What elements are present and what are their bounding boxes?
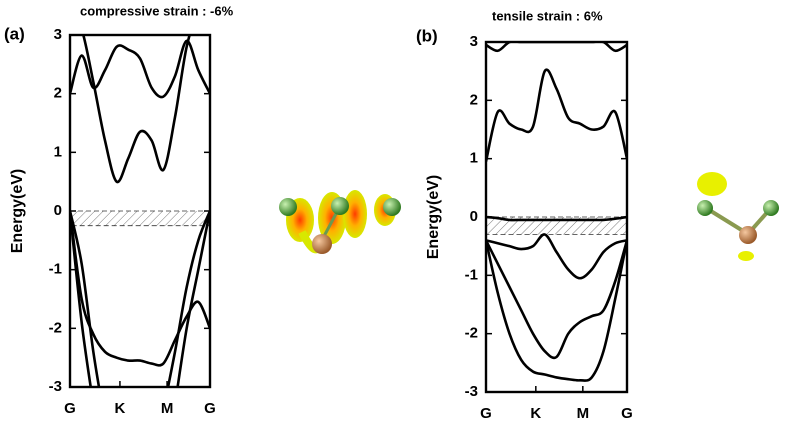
y-tick-label: 0 bbox=[54, 202, 62, 219]
band-line bbox=[166, 210, 210, 387]
y-tick-label: -1 bbox=[465, 266, 478, 283]
x-tick-label: K bbox=[530, 405, 541, 422]
x-tick-label: G bbox=[621, 405, 633, 422]
plot-area bbox=[486, 42, 627, 382]
band-line bbox=[70, 210, 93, 387]
band-line bbox=[486, 240, 627, 382]
y-tick-label: 2 bbox=[470, 91, 478, 108]
y-tick-label: -1 bbox=[49, 261, 62, 278]
y-tick-label: 3 bbox=[54, 26, 62, 43]
band-line bbox=[486, 68, 627, 162]
y-axis-label: Energy(eV) bbox=[9, 169, 26, 253]
x-tick-label: M bbox=[161, 400, 174, 417]
chart-title: compressive strain : -6% bbox=[80, 3, 234, 18]
y-tick-label: -3 bbox=[49, 378, 62, 395]
y-tick-label: -2 bbox=[465, 325, 478, 342]
band-line bbox=[176, 210, 210, 387]
chart-title: tensile strain : 6% bbox=[492, 8, 603, 23]
x-tick-label: K bbox=[115, 400, 126, 417]
y-axis-label: Energy(eV) bbox=[425, 175, 442, 259]
y-tick-label: 1 bbox=[54, 143, 62, 160]
band-line bbox=[486, 239, 627, 360]
x-tick-label: G bbox=[480, 405, 492, 422]
band-line bbox=[486, 233, 627, 280]
molecule-b bbox=[697, 172, 779, 261]
y-tick-label: -2 bbox=[49, 319, 62, 336]
molecule-a bbox=[279, 190, 401, 254]
x-tick-label: G bbox=[204, 400, 216, 417]
y-tick-label: 1 bbox=[470, 150, 478, 167]
y-tick-label: -3 bbox=[465, 383, 478, 400]
band-line bbox=[70, 210, 101, 387]
plot-area bbox=[70, 35, 210, 387]
y-tick-label: 3 bbox=[470, 33, 478, 50]
fermi-shade bbox=[486, 216, 627, 235]
band-line bbox=[486, 215, 627, 222]
panel-label: (a) bbox=[4, 24, 25, 43]
y-tick-label: 2 bbox=[54, 85, 62, 102]
x-tick-label: G bbox=[64, 400, 76, 417]
fermi-shade bbox=[70, 210, 210, 227]
band-line bbox=[82, 35, 191, 184]
panel-label: (b) bbox=[416, 26, 438, 45]
y-tick-label: 0 bbox=[470, 208, 478, 225]
band-line bbox=[70, 210, 210, 367]
x-tick-label: M bbox=[577, 405, 590, 422]
